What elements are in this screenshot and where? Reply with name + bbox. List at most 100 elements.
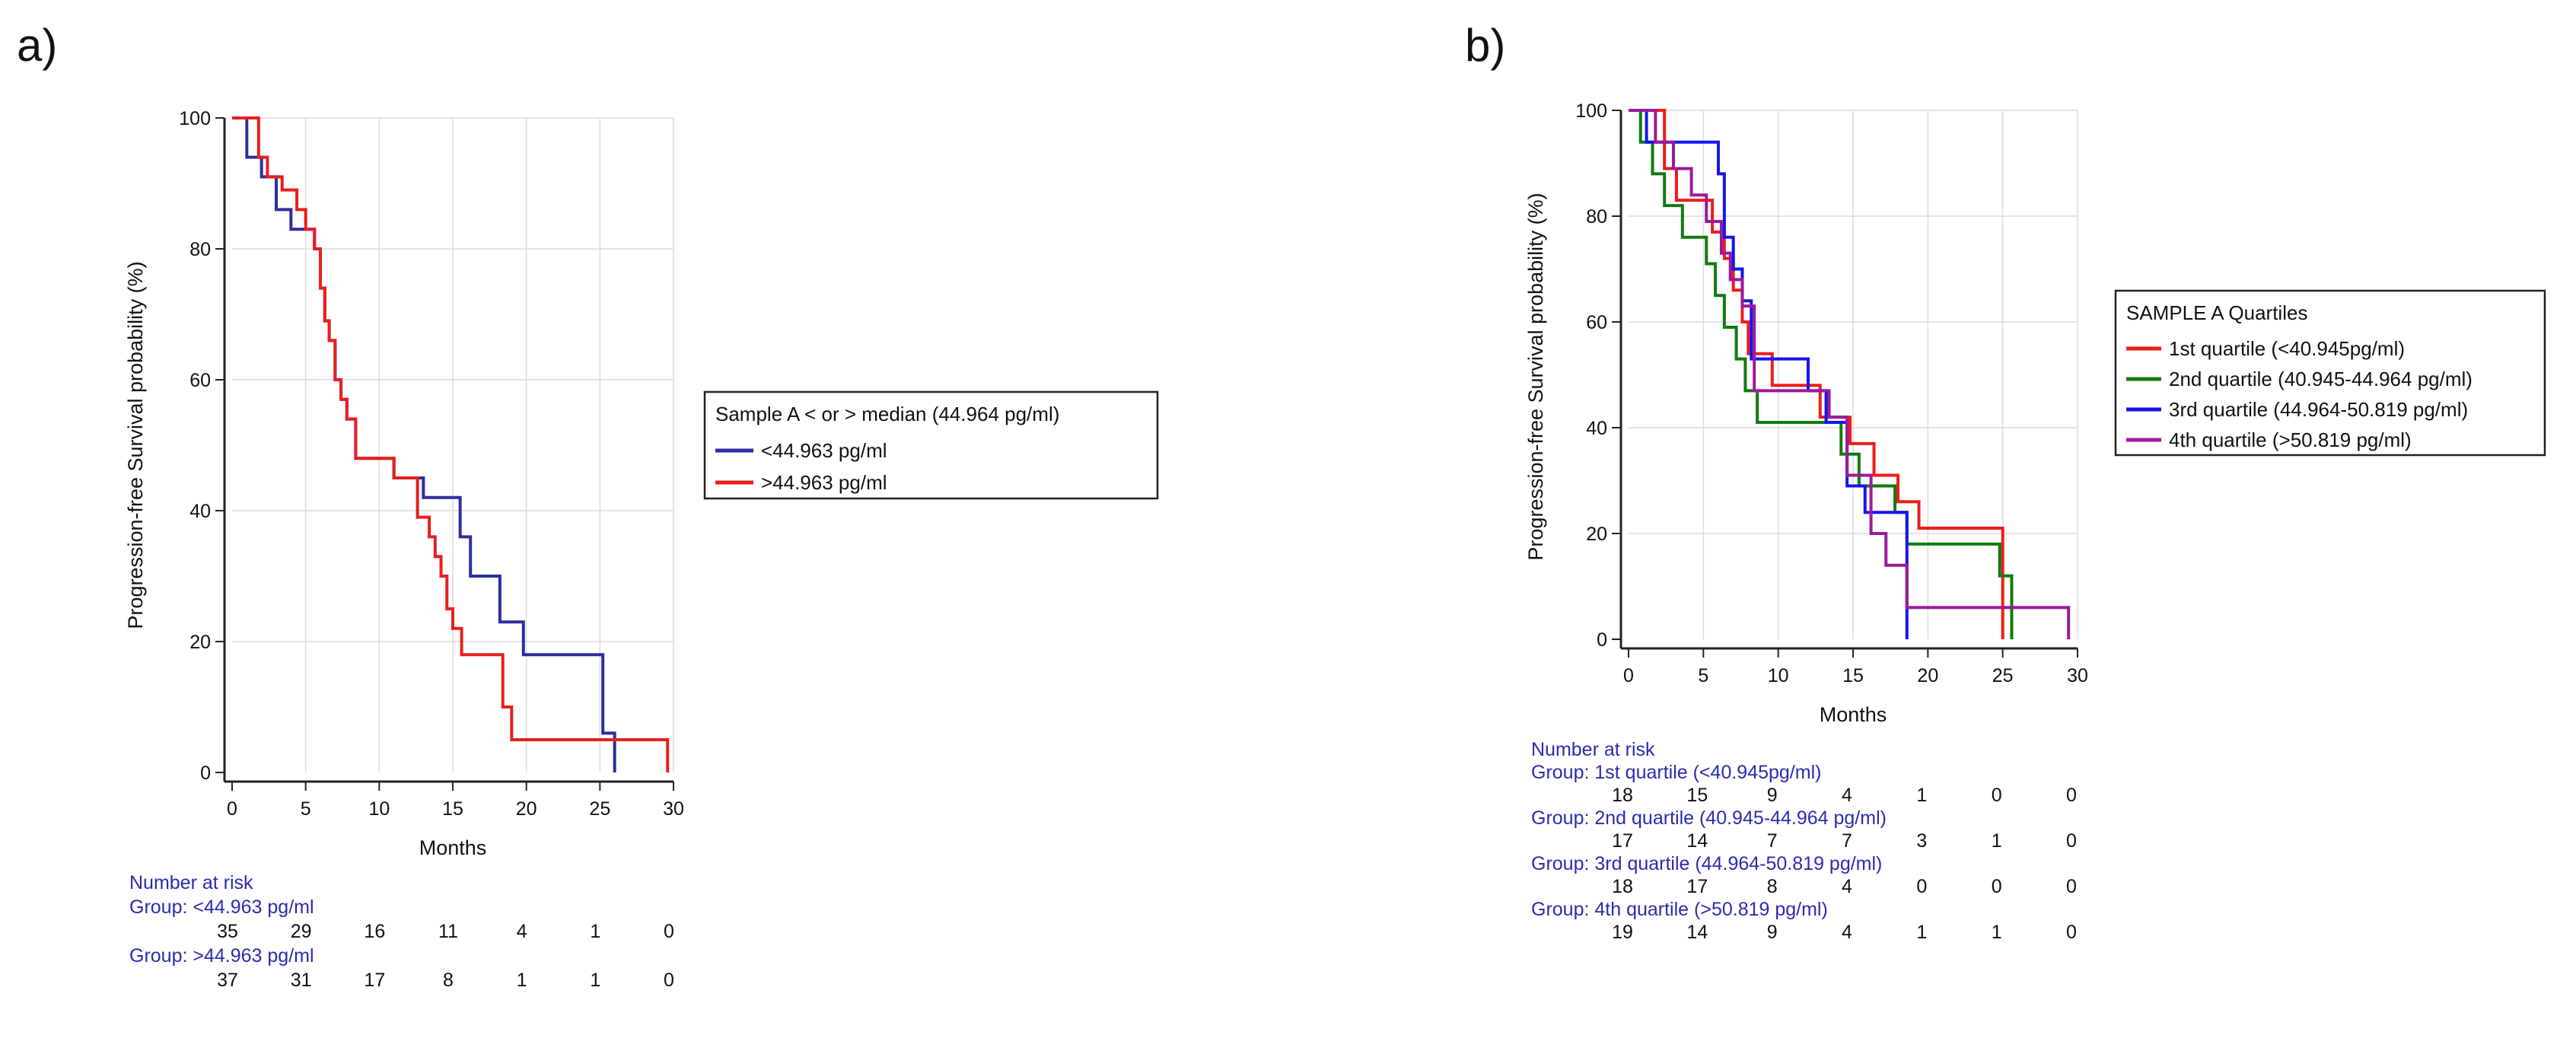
- risk-count: 0: [664, 970, 674, 991]
- risk-count: 7: [1767, 830, 1778, 852]
- risk-count: 4: [1842, 876, 1852, 897]
- legend-box: [2114, 289, 2546, 457]
- risk-count: 4: [1842, 785, 1852, 806]
- risk-count: 1: [590, 970, 600, 991]
- x-tick-label: 0: [1623, 665, 1634, 686]
- x-tick-label: 15: [442, 798, 463, 820]
- y-tick-label: 80: [1586, 206, 1607, 228]
- risk-count: 0: [2066, 876, 2077, 897]
- y-tick-label: 100: [1575, 100, 1607, 122]
- legend-title: Sample A < or > median (44.964 pg/ml): [715, 403, 1059, 425]
- x-tick-label: 5: [1698, 665, 1708, 686]
- survival-curve-2: [232, 116, 670, 772]
- risk-count: 0: [2066, 922, 2077, 943]
- x-tick-label: 20: [516, 798, 537, 820]
- x-tick-label: 30: [2067, 665, 2088, 686]
- risk-table-title: Number at risk: [129, 872, 253, 893]
- y-tick-label: 60: [189, 370, 211, 391]
- risk-count: 4: [517, 921, 527, 942]
- risk-count: 18: [1612, 876, 1633, 897]
- risk-count: 3: [1916, 830, 1927, 852]
- x-tick-label: 15: [1842, 665, 1864, 686]
- risk-group-label: Group: 4th quartile (>50.819 pg/ml): [1531, 899, 1828, 920]
- risk-count: 0: [1992, 876, 2002, 897]
- risk-count: 16: [364, 921, 385, 942]
- panel-label: b): [1465, 20, 1505, 71]
- legend: Sample A < or > median (44.964 pg/ml) <44…: [703, 390, 1159, 500]
- risk-count: 8: [443, 970, 454, 991]
- x-tick-label: 10: [368, 798, 390, 820]
- y-tick-label: 0: [1597, 629, 1607, 651]
- risk-count: 8: [1767, 876, 1778, 897]
- legend: SAMPLE A Quartiles 1st quartile (<40.945p…: [2114, 289, 2546, 457]
- risk-count: 1: [1916, 785, 1927, 806]
- y-axis-label: Progression-free Survival probability (%…: [1524, 193, 1547, 560]
- legend-entry-1: 1st quartile (<40.945pg/ml): [2169, 337, 2405, 360]
- risk-count: 14: [1686, 830, 1708, 852]
- risk-count: 35: [217, 921, 238, 942]
- x-tick-label: 5: [301, 798, 311, 820]
- risk-count: 17: [1686, 876, 1708, 897]
- risk-count: 37: [217, 970, 238, 991]
- y-tick-label: 40: [1586, 418, 1607, 439]
- risk-table: Number at risk Group: <44.963 pg/ml 35 29 16…: [129, 872, 674, 991]
- risk-count: 17: [1612, 830, 1633, 852]
- x-axis-label: Months: [1820, 703, 1887, 726]
- legend-title: SAMPLE A Quartiles: [2126, 301, 2307, 324]
- survival-curve-1: [1629, 109, 2004, 639]
- risk-group-label: Group: <44.963 pg/ml: [129, 897, 314, 918]
- legend-box: [703, 390, 1159, 500]
- risk-count: 18: [1612, 785, 1633, 806]
- legend-entry-3: 3rd quartile (44.964-50.819 pg/ml): [2169, 398, 2468, 421]
- survival-curve-4: [1629, 109, 2071, 639]
- y-tick-label: 20: [189, 632, 211, 653]
- risk-group-label: Group: 1st quartile (<40.945pg/ml): [1531, 762, 1821, 783]
- y-tick-label: 60: [1586, 312, 1607, 333]
- risk-group-label: Group: 3rd quartile (44.964-50.819 pg/ml…: [1531, 853, 1882, 874]
- risk-count: 15: [1686, 785, 1708, 806]
- y-axis-label: Progression-free Survival probability (%…: [124, 261, 147, 629]
- risk-count: 0: [1992, 785, 2002, 806]
- y-tick-label: 40: [189, 501, 211, 522]
- risk-count: 0: [2066, 830, 2077, 852]
- risk-count: 7: [1842, 830, 1852, 852]
- survival-curve-3: [1629, 109, 1909, 639]
- risk-count: 0: [1916, 876, 1927, 897]
- x-axis-label: Months: [419, 836, 487, 859]
- risk-count: 9: [1767, 922, 1778, 943]
- panel-label: a): [17, 20, 57, 71]
- risk-count: 1: [1916, 922, 1927, 943]
- y-tick-label: 20: [1586, 524, 1607, 545]
- y-tick-label: 100: [179, 108, 211, 129]
- y-tick-label: 0: [200, 763, 211, 784]
- risk-group-label: Group: >44.963 pg/ml: [129, 945, 314, 967]
- x-tick-label: 30: [663, 798, 684, 820]
- risk-count: 19: [1612, 922, 1633, 943]
- risk-count: 1: [517, 970, 527, 991]
- risk-count: 31: [291, 970, 312, 991]
- risk-count: 11: [438, 921, 458, 942]
- legend-entry-4: 4th quartile (>50.819 pg/ml): [2169, 428, 2412, 451]
- risk-count: 4: [1842, 922, 1852, 943]
- risk-count: 1: [1992, 830, 2002, 852]
- x-tick-label: 10: [1768, 665, 1789, 686]
- x-tick-label: 25: [589, 798, 610, 820]
- chart-panel-0: a)0 5 10 15 20 25 30020406080100MonthsProgress…: [17, 20, 1159, 991]
- legend-entry-2: 2nd quartile (40.945-44.964 pg/ml): [2169, 368, 2473, 390]
- chart-panel-1: b)0 5 10 15 20 25 30020406080100MonthsProgress…: [1465, 20, 2546, 943]
- legend-entry-2: >44.963 pg/ml: [761, 471, 887, 494]
- y-tick-label: 80: [189, 239, 211, 260]
- x-tick-label: 0: [227, 798, 237, 820]
- risk-count: 0: [664, 921, 674, 942]
- survival-curve-1: [232, 116, 616, 772]
- x-tick-label: 20: [1917, 665, 1938, 686]
- risk-count: 29: [291, 921, 312, 942]
- legend-entry-1: <44.963 pg/ml: [761, 439, 887, 462]
- risk-count: 1: [1992, 922, 2002, 943]
- risk-count: 14: [1686, 922, 1708, 943]
- risk-table-title: Number at risk: [1531, 739, 1655, 760]
- risk-count: 9: [1767, 785, 1778, 806]
- x-tick-label: 25: [1992, 665, 2014, 686]
